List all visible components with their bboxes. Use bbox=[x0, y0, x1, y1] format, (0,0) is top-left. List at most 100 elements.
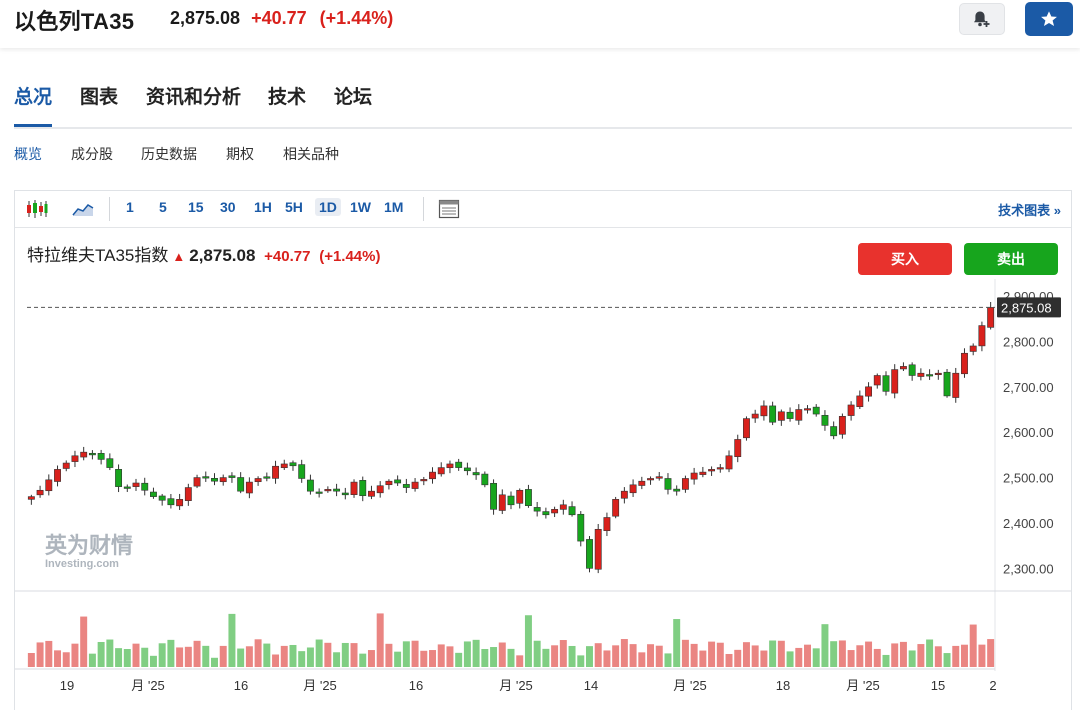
volume-bar bbox=[795, 647, 803, 667]
volume-bar bbox=[559, 640, 567, 667]
interval-15[interactable]: 15 bbox=[188, 199, 204, 215]
volume-bar bbox=[298, 651, 306, 667]
candle-body bbox=[612, 499, 620, 517]
interval-5h[interactable]: 5H bbox=[285, 199, 303, 215]
volume-bar bbox=[585, 646, 593, 667]
indicators-panel-icon[interactable] bbox=[437, 197, 461, 221]
candle-body bbox=[167, 498, 175, 506]
candle-body bbox=[315, 491, 323, 494]
volume-bar bbox=[629, 644, 637, 667]
interval-1[interactable]: 1 bbox=[126, 199, 134, 215]
volume-bar bbox=[960, 644, 968, 667]
x-tick-label: 月 '25 bbox=[846, 678, 880, 693]
volume-bar bbox=[367, 650, 375, 667]
sell-button[interactable]: 卖出 bbox=[964, 243, 1058, 275]
volume-bar bbox=[184, 646, 192, 667]
candle-body bbox=[280, 463, 288, 469]
candle-body bbox=[978, 325, 986, 347]
area-chart-type-icon[interactable] bbox=[71, 197, 95, 221]
volume-bar bbox=[952, 645, 960, 667]
volume-bar bbox=[472, 639, 480, 667]
tab-technical[interactable]: 技术 bbox=[268, 87, 307, 108]
volume-bar bbox=[376, 613, 384, 667]
candle-body bbox=[716, 467, 724, 470]
x-tick-label: 15 bbox=[931, 678, 945, 693]
chart-legend: 特拉维夫TA35指数 ▲ 2,875.08 +40.77 (+1.44%) bbox=[27, 241, 381, 266]
subtab-options[interactable]: 期权 bbox=[226, 146, 254, 162]
interval-30[interactable]: 30 bbox=[220, 199, 236, 215]
candle-body bbox=[725, 455, 733, 470]
candle-body bbox=[952, 372, 960, 398]
volume-bar bbox=[333, 652, 341, 667]
x-tick-label: 16 bbox=[234, 678, 248, 693]
candle-body bbox=[734, 439, 742, 458]
candle-body bbox=[847, 404, 855, 416]
watchlist-star-button[interactable] bbox=[1025, 2, 1073, 36]
candle-body bbox=[821, 414, 829, 426]
candle-body bbox=[289, 462, 297, 467]
candle-body bbox=[411, 481, 419, 489]
tab-chart[interactable]: 图表 bbox=[80, 87, 119, 108]
interval-1m[interactable]: 1M bbox=[384, 199, 404, 215]
candle-body bbox=[638, 480, 646, 486]
volume-bar bbox=[350, 643, 358, 667]
candle-body bbox=[594, 528, 602, 570]
interval-1h[interactable]: 1H bbox=[254, 199, 272, 215]
candle-body bbox=[830, 426, 838, 437]
candle-body bbox=[917, 372, 925, 377]
candle-body bbox=[306, 479, 314, 492]
candle-body bbox=[176, 499, 184, 507]
x-tick-label: 18 bbox=[776, 678, 790, 693]
volume-bar bbox=[987, 639, 995, 667]
interval-1d[interactable]: 1D bbox=[315, 198, 341, 216]
volume-bar bbox=[385, 643, 393, 667]
volume-bar bbox=[315, 639, 323, 667]
volume-bar bbox=[847, 650, 855, 667]
volume-bar bbox=[219, 645, 227, 667]
candlestick-chart[interactable]: 2,900.002,800.002,700.002,600.002,500.00… bbox=[15, 191, 1071, 709]
candlestick-type-icon[interactable] bbox=[25, 197, 49, 221]
tab-overview[interactable]: 总况 bbox=[14, 87, 53, 108]
candle-body bbox=[158, 495, 166, 501]
candle-body bbox=[507, 495, 515, 506]
tab-news-analysis[interactable]: 资讯和分析 bbox=[146, 87, 242, 108]
tab-forum[interactable]: 论坛 bbox=[334, 87, 373, 108]
volume-bar bbox=[141, 647, 149, 667]
subtab-overview[interactable]: 概览 bbox=[14, 146, 42, 162]
x-tick-label: 16 bbox=[409, 678, 423, 693]
candle-body bbox=[751, 413, 759, 419]
interval-1w[interactable]: 1W bbox=[350, 199, 371, 215]
subtab-components[interactable]: 成分股 bbox=[71, 146, 113, 162]
candle-body bbox=[341, 492, 349, 496]
y-tick-label: 2,800.00 bbox=[1003, 334, 1054, 349]
candle-body bbox=[987, 307, 995, 328]
candle-body bbox=[629, 484, 637, 494]
volume-bar bbox=[237, 648, 245, 667]
candle-body bbox=[106, 458, 114, 468]
candle-body bbox=[490, 482, 497, 510]
volume-bar bbox=[969, 624, 977, 667]
technical-chart-link[interactable]: 技术图表 » bbox=[998, 203, 1061, 218]
volume-bar bbox=[263, 643, 271, 667]
candle-body bbox=[743, 418, 750, 439]
quote-header: 以色列TA35 2,875.08 +40.77 (+1.44%) bbox=[0, 0, 1080, 48]
volume-bar bbox=[455, 652, 463, 667]
candle-body bbox=[132, 482, 140, 487]
volume-bar bbox=[908, 650, 916, 667]
volume-bar bbox=[891, 643, 899, 667]
volume-bar bbox=[524, 615, 532, 667]
volume-bar bbox=[463, 641, 471, 667]
candle-body bbox=[123, 486, 131, 489]
candle-body bbox=[446, 463, 454, 469]
subtab-historical-data[interactable]: 历史数据 bbox=[141, 146, 197, 162]
interval-5[interactable]: 5 bbox=[159, 199, 167, 215]
volume-bar bbox=[533, 640, 541, 667]
x-tick-label: 月 '25 bbox=[499, 678, 533, 693]
volume-bar bbox=[481, 648, 489, 667]
candle-body bbox=[620, 490, 628, 499]
buy-button[interactable]: 买入 bbox=[858, 243, 952, 275]
add-alert-button[interactable] bbox=[959, 3, 1005, 35]
volume-bar bbox=[699, 650, 707, 667]
volume-bar bbox=[123, 648, 131, 667]
subtab-related[interactable]: 相关品种 bbox=[283, 146, 339, 162]
